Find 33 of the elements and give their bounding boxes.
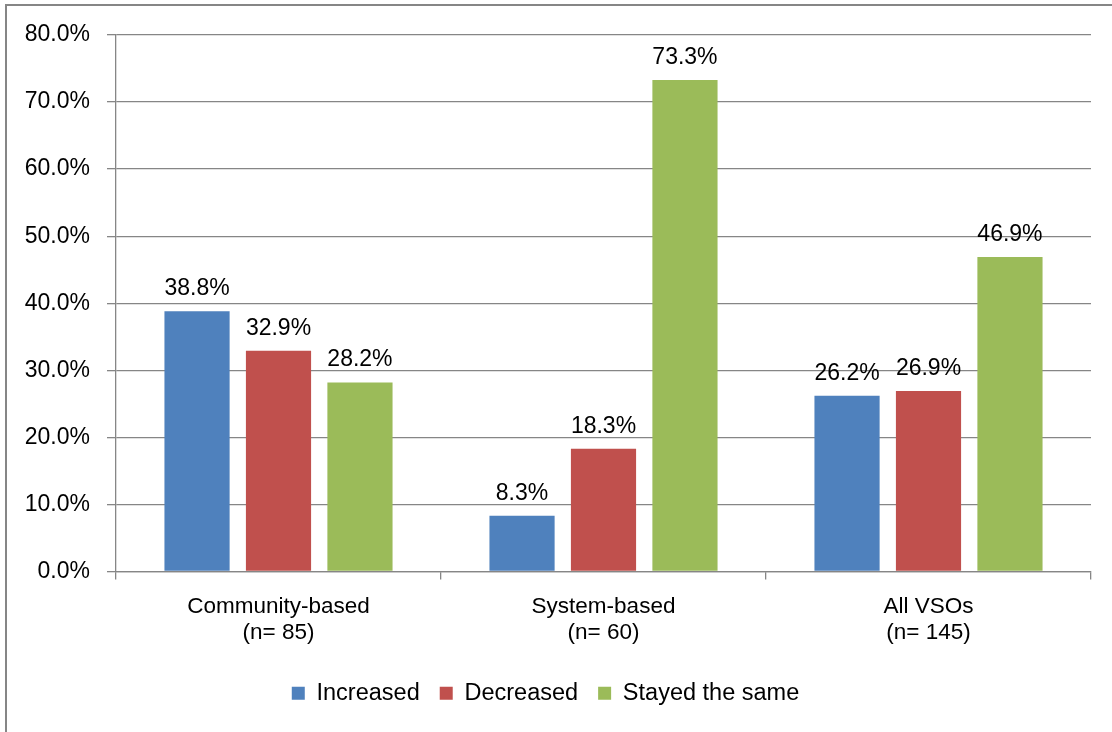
bar	[895, 391, 962, 571]
bar	[164, 311, 230, 571]
bar	[814, 395, 880, 571]
data-label: 26.9%	[895, 353, 962, 380]
data-label: 18.3%	[570, 411, 637, 438]
data-label: 38.8%	[164, 274, 230, 301]
y-tick-label: 30.0%	[24, 355, 90, 382]
y-tick-label: 20.0%	[24, 422, 90, 449]
data-label: 8.3%	[495, 478, 549, 505]
y-tick-label: 70.0%	[24, 87, 90, 114]
y-tick-label: 40.0%	[24, 288, 90, 315]
y-tick-label: 10.0%	[24, 489, 90, 516]
legend-label: Stayed the same	[622, 678, 800, 705]
bar	[327, 382, 393, 571]
x-tick-label: System-based (n= 60)	[531, 592, 676, 644]
bar	[977, 256, 1043, 571]
y-tick-label: 0.0%	[37, 556, 90, 583]
bar	[570, 448, 637, 571]
legend-label: Decreased	[464, 678, 579, 705]
data-label: 26.2%	[814, 358, 880, 385]
y-tick-label: 60.0%	[24, 154, 90, 181]
data-label: 46.9%	[977, 219, 1043, 246]
y-tick-label: 50.0%	[24, 221, 90, 248]
x-tick-label: Community-based (n= 85)	[187, 592, 370, 644]
bar	[245, 350, 312, 571]
data-label: 32.9%	[245, 313, 312, 340]
bar	[489, 515, 555, 571]
bar	[652, 79, 718, 571]
x-tick-label: All VSOs (n= 145)	[883, 592, 974, 644]
y-tick-label: 80.0%	[24, 20, 90, 47]
data-label: 28.2%	[327, 345, 393, 372]
data-label: 73.3%	[652, 42, 718, 69]
legend-label: Increased	[316, 678, 420, 705]
